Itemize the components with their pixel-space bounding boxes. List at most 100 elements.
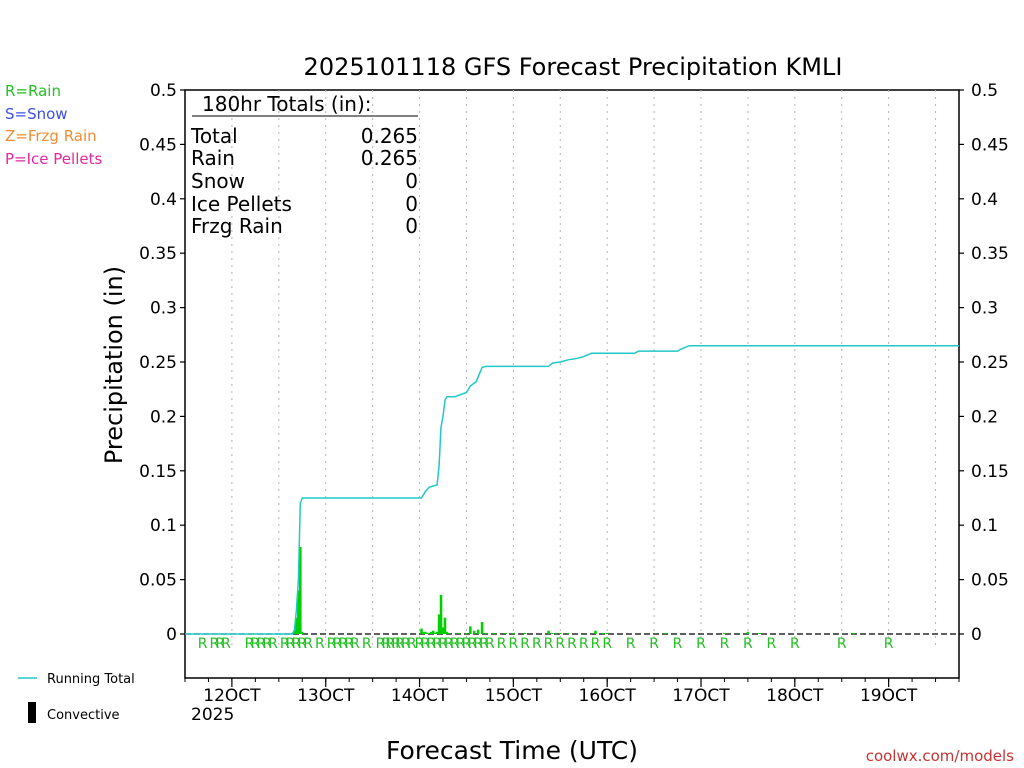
totals-label-freezing-rain: Frzg Rain (191, 214, 283, 238)
precip-bar (439, 594, 443, 634)
precip-type-marker: R (381, 636, 391, 652)
x-tick-label: 18OCT (766, 686, 824, 706)
precip-bar (605, 632, 609, 634)
precip-type-marker: R (395, 636, 405, 652)
precip-bar (476, 629, 480, 634)
running-total-line (185, 344, 959, 635)
precip-bar (435, 631, 439, 634)
x-tick-label: 15OCT (485, 686, 543, 706)
totals-label-total: Total (190, 124, 238, 148)
precip-type-marker: R (479, 636, 489, 652)
y-axis-label: Precipitation (in) (100, 266, 128, 464)
precip-type-marker: R (350, 636, 360, 652)
precip-type-marker: R (555, 636, 565, 652)
precip-type-marker: R (626, 636, 636, 652)
y-axis-ticks: 0 00.05 0.050.1 0.10.15 0.150.2 0.20.25 0.250.… (139, 81, 1009, 645)
precip-type-marker: R (401, 636, 411, 652)
precip-type-marker: R (450, 636, 460, 652)
precip-type-marker: R (297, 636, 307, 652)
y-tick-label-right: 0.05 (971, 571, 1009, 591)
totals-value-total: 0.265 (361, 124, 418, 148)
precip-bar (424, 631, 427, 634)
plot-frame (184, 89, 960, 679)
precip-bar (445, 631, 449, 634)
precip-bar (852, 632, 855, 634)
precip-type-marker: R (198, 636, 208, 652)
precip-type-marker: R (215, 636, 225, 652)
y-tick-label-left: 0.45 (139, 135, 177, 155)
precip-bar (484, 632, 488, 634)
precip-type-marker: R (256, 636, 266, 652)
precip-type-marker: R (344, 636, 354, 652)
y-tick-label-left: 0.5 (150, 81, 177, 101)
x-axis-ticks: 12OCT 13OCT 14OCT 15OCT 16OCT 17OCT 18OCT 19OCT (184, 678, 960, 706)
precip-bar (758, 632, 761, 634)
precip-type-marker: R (376, 636, 386, 652)
precip-type-marker: R (508, 636, 518, 652)
convective-legend-label: Convective (47, 708, 120, 723)
precip-type-marker: R (327, 636, 337, 652)
precip-type-marker: R (426, 636, 436, 652)
running-total-legend-label: Running Total (47, 672, 135, 687)
chart-title: 2025101118 GFS Forecast Precipitation KM… (304, 53, 843, 81)
x-tick-label: 19OCT (860, 686, 918, 706)
precip-bar (428, 632, 431, 634)
precip-type-marker: R (221, 636, 231, 652)
legend-rain: R=Rain (5, 82, 61, 100)
x-axis-label: Forecast Time (UTC) (386, 736, 638, 765)
precip-bar (547, 630, 550, 634)
precip-bar (723, 632, 726, 634)
precip-type-marker: R (303, 636, 313, 652)
y-tick-label-left: 0.2 (150, 407, 177, 427)
y-tick-label-left: 0.3 (150, 299, 177, 319)
precip-bar (437, 614, 441, 634)
x-tick-label: 12OCT (203, 686, 261, 706)
totals-value-rain: 0.265 (361, 146, 418, 170)
totals-value-freezing-rain: 0 (405, 214, 418, 238)
y-tick-label-right: 0.35 (971, 244, 1009, 264)
precip-type-marker: R (766, 636, 776, 652)
precip-type-marker: R (268, 636, 278, 652)
precip-type-marker: R (209, 636, 219, 652)
precip-type-marker: R (673, 636, 683, 652)
precip-bar (293, 630, 296, 634)
precip-bar (523, 632, 527, 634)
x-tick-label: 16OCT (579, 686, 637, 706)
precip-bar (594, 630, 597, 634)
y-tick-label-right: 0.4 (971, 190, 998, 210)
precip-type-marker: R (456, 636, 466, 652)
precip-type-marker: R (720, 636, 730, 652)
totals-label-ice-pellets: Ice Pellets (191, 192, 292, 216)
precip-type-marker: R (497, 636, 507, 652)
precip-type-marker: R (407, 636, 417, 652)
y-tick-label-left: 0.4 (150, 190, 177, 210)
precip-type-marker: R (591, 636, 601, 652)
totals-header: 180hr Totals (in): (202, 92, 372, 116)
precip-type-marker: R (532, 636, 542, 652)
precip-bar (429, 631, 433, 634)
precip-type-marker: R (696, 636, 706, 652)
precip-bar (551, 632, 554, 634)
precip-type-marker: R (520, 636, 530, 652)
precip-type-marker: R (467, 636, 477, 652)
precip-type-marker: R (462, 636, 472, 652)
precip-type-marker: R (438, 636, 448, 652)
precip-bar (443, 617, 447, 634)
precip-bar (566, 632, 570, 634)
y-tick-label-right: 0 (971, 625, 982, 645)
precipitation-bars (291, 546, 855, 634)
y-tick-label-left: 0.15 (139, 462, 177, 482)
precip-type-marker: R (567, 636, 577, 652)
y-tick-label-right: 0.5 (971, 81, 998, 101)
x-axis-year: 2025 (191, 705, 234, 725)
precip-type-marker: R (262, 636, 272, 652)
y-tick-label-left: 0.05 (139, 571, 177, 591)
precip-bar (480, 622, 484, 634)
x-tick-label: 17OCT (672, 686, 730, 706)
y-tick-label-right: 0.25 (971, 353, 1009, 373)
precip-bar (504, 632, 507, 634)
precip-bar (558, 632, 562, 634)
precip-bar (433, 632, 437, 634)
precip-type-marker: R (338, 636, 348, 652)
precip-type-marker: R (544, 636, 554, 652)
